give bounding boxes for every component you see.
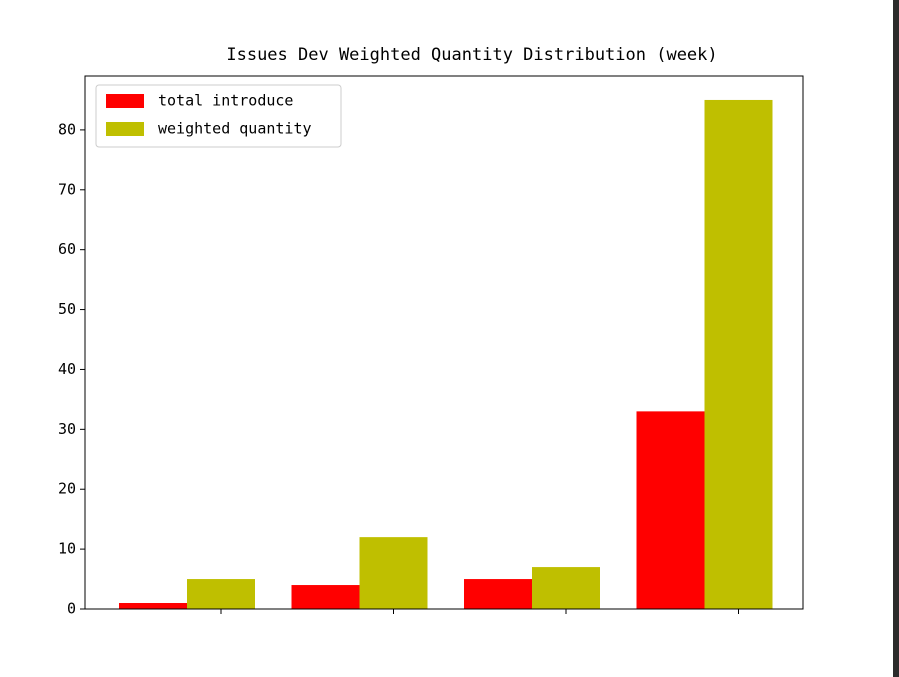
- legend-box: [95, 84, 342, 148]
- bar: [291, 585, 360, 609]
- bar: [187, 579, 255, 609]
- legend-label: weighted quantity: [158, 120, 312, 138]
- y-tick-label: 30: [58, 420, 76, 438]
- bar: [532, 567, 600, 609]
- y-tick-label: 60: [58, 240, 76, 258]
- y-tick-label: 20: [58, 480, 76, 498]
- y-tick-label: 80: [58, 120, 76, 138]
- chart-title: Issues Dev Weighted Quantity Distributio…: [226, 45, 717, 65]
- bar: [119, 603, 187, 609]
- y-tick-label: 0: [67, 600, 76, 618]
- y-tick-label: 40: [58, 360, 76, 378]
- y-tick-label: 70: [58, 180, 76, 198]
- legend-swatch: [106, 122, 144, 136]
- bar: [636, 411, 705, 609]
- y-tick-label: 50: [58, 300, 76, 318]
- legend-swatch: [106, 94, 144, 108]
- bar: [359, 537, 428, 609]
- y-tick-label: 10: [58, 540, 76, 558]
- bar: [464, 579, 532, 609]
- plot-frame: [84, 75, 804, 610]
- window-edge: [893, 0, 899, 677]
- bar: [704, 99, 773, 610]
- legend-label: total introduce: [158, 92, 293, 110]
